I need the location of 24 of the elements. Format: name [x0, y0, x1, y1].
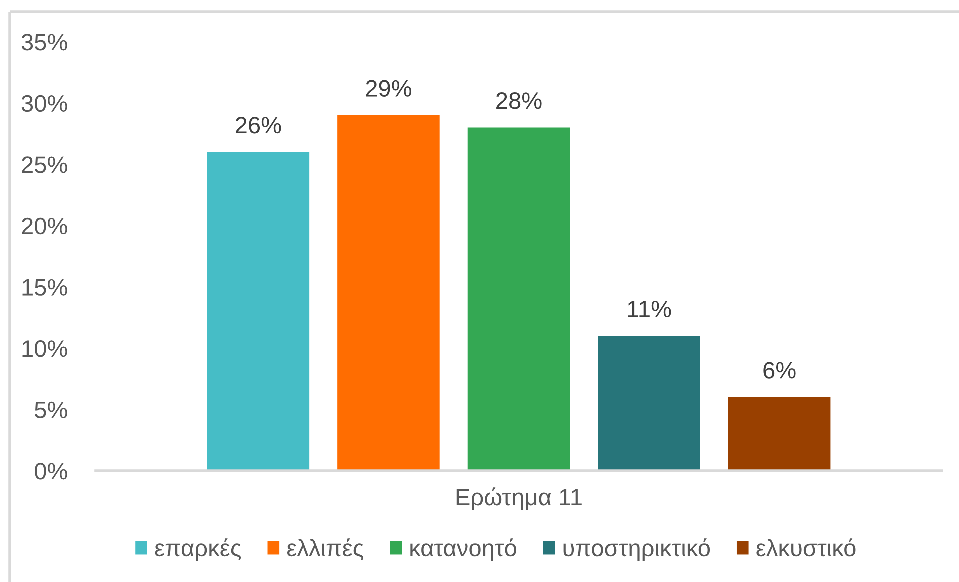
y-tick-label: 20% — [22, 218, 68, 235]
legend-label: υποστηρικτικό — [564, 538, 710, 562]
legend-label: επαρκές — [155, 538, 242, 562]
bar — [728, 397, 831, 471]
x-tick-label: Ερώτημα 11 — [456, 488, 582, 510]
data-label: 26% — [236, 117, 282, 134]
bar — [338, 116, 440, 471]
data-label: 28% — [496, 92, 542, 110]
data-label: 11% — [628, 301, 672, 318]
bar — [207, 152, 310, 471]
y-tick-label: 30% — [22, 95, 68, 112]
data-label: 29% — [366, 80, 412, 97]
legend-label: κατανοητό — [410, 538, 516, 562]
bar — [598, 336, 700, 471]
data-label: 6% — [764, 362, 796, 379]
legend-label: ελλιπές — [287, 538, 364, 560]
y-tick-label: 10% — [22, 340, 68, 358]
y-tick-label: 0% — [35, 463, 68, 480]
y-tick-label: 25% — [22, 156, 68, 174]
y-tick-label: 5% — [35, 402, 68, 418]
y-tick-label: 35% — [22, 34, 68, 51]
bar — [468, 128, 570, 471]
legend-label: ελκυστικό — [756, 538, 856, 557]
y-tick-label: 15% — [22, 279, 68, 296]
